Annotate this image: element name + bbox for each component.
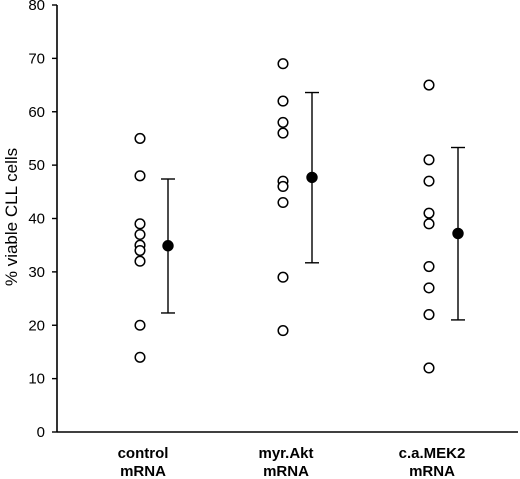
y-tick-label: 50 bbox=[28, 157, 45, 174]
data-point-individual bbox=[423, 282, 435, 294]
data-point-individual bbox=[277, 95, 289, 107]
axes bbox=[56, 5, 518, 433]
y-tick-label: 10 bbox=[28, 371, 45, 388]
y-tick-label: 30 bbox=[28, 264, 45, 281]
data-point-individual bbox=[423, 260, 435, 273]
data-point-individual bbox=[423, 309, 435, 321]
x-category-label-line2: mRNA bbox=[409, 463, 455, 479]
data-point-individual bbox=[134, 228, 146, 241]
y-tick-label: 70 bbox=[28, 50, 45, 67]
data-point-individual bbox=[277, 325, 289, 337]
y-tick-label: 40 bbox=[28, 211, 45, 228]
x-category-label-line2: mRNA bbox=[120, 463, 166, 479]
data-point-individual bbox=[134, 351, 146, 363]
data-point-individual bbox=[423, 362, 435, 374]
y-tick-label: 0 bbox=[37, 424, 45, 441]
data-point-mean bbox=[452, 227, 464, 240]
data-point-individual bbox=[277, 180, 289, 193]
data-point-individual bbox=[423, 154, 435, 166]
x-category-label-line1: c.a.MEK2 bbox=[399, 445, 466, 462]
x-category-label-line1: myr.Akt bbox=[258, 445, 313, 462]
data-point-mean bbox=[306, 171, 318, 184]
data-point-individual bbox=[134, 255, 146, 267]
data-point-individual bbox=[277, 271, 289, 283]
data-point-individual bbox=[277, 116, 289, 128]
y-tick-label: 20 bbox=[28, 317, 45, 334]
data-marks bbox=[134, 58, 465, 374]
y-axis-title: % viable CLL cells bbox=[2, 148, 21, 286]
data-point-mean bbox=[162, 240, 174, 252]
y-ticks: 0 10 20 30 40 50 60 70 80 bbox=[28, 0, 57, 441]
data-point-individual bbox=[134, 244, 146, 257]
data-point-individual bbox=[134, 218, 146, 230]
x-category-label-line2: mRNA bbox=[263, 463, 309, 479]
y-tick-label: 60 bbox=[28, 104, 45, 121]
x-category-label-line1: control bbox=[118, 445, 169, 462]
data-point-individual bbox=[134, 319, 146, 331]
data-point-individual bbox=[277, 196, 289, 209]
data-point-individual bbox=[277, 127, 289, 139]
data-point-individual bbox=[423, 207, 435, 219]
data-point-individual bbox=[423, 79, 435, 91]
data-point-individual bbox=[134, 132, 146, 144]
data-point-individual bbox=[277, 58, 289, 70]
data-point-individual bbox=[134, 170, 146, 182]
data-point-individual bbox=[423, 218, 435, 230]
y-tick-label: 80 bbox=[28, 0, 45, 14]
data-point-individual bbox=[423, 175, 435, 187]
